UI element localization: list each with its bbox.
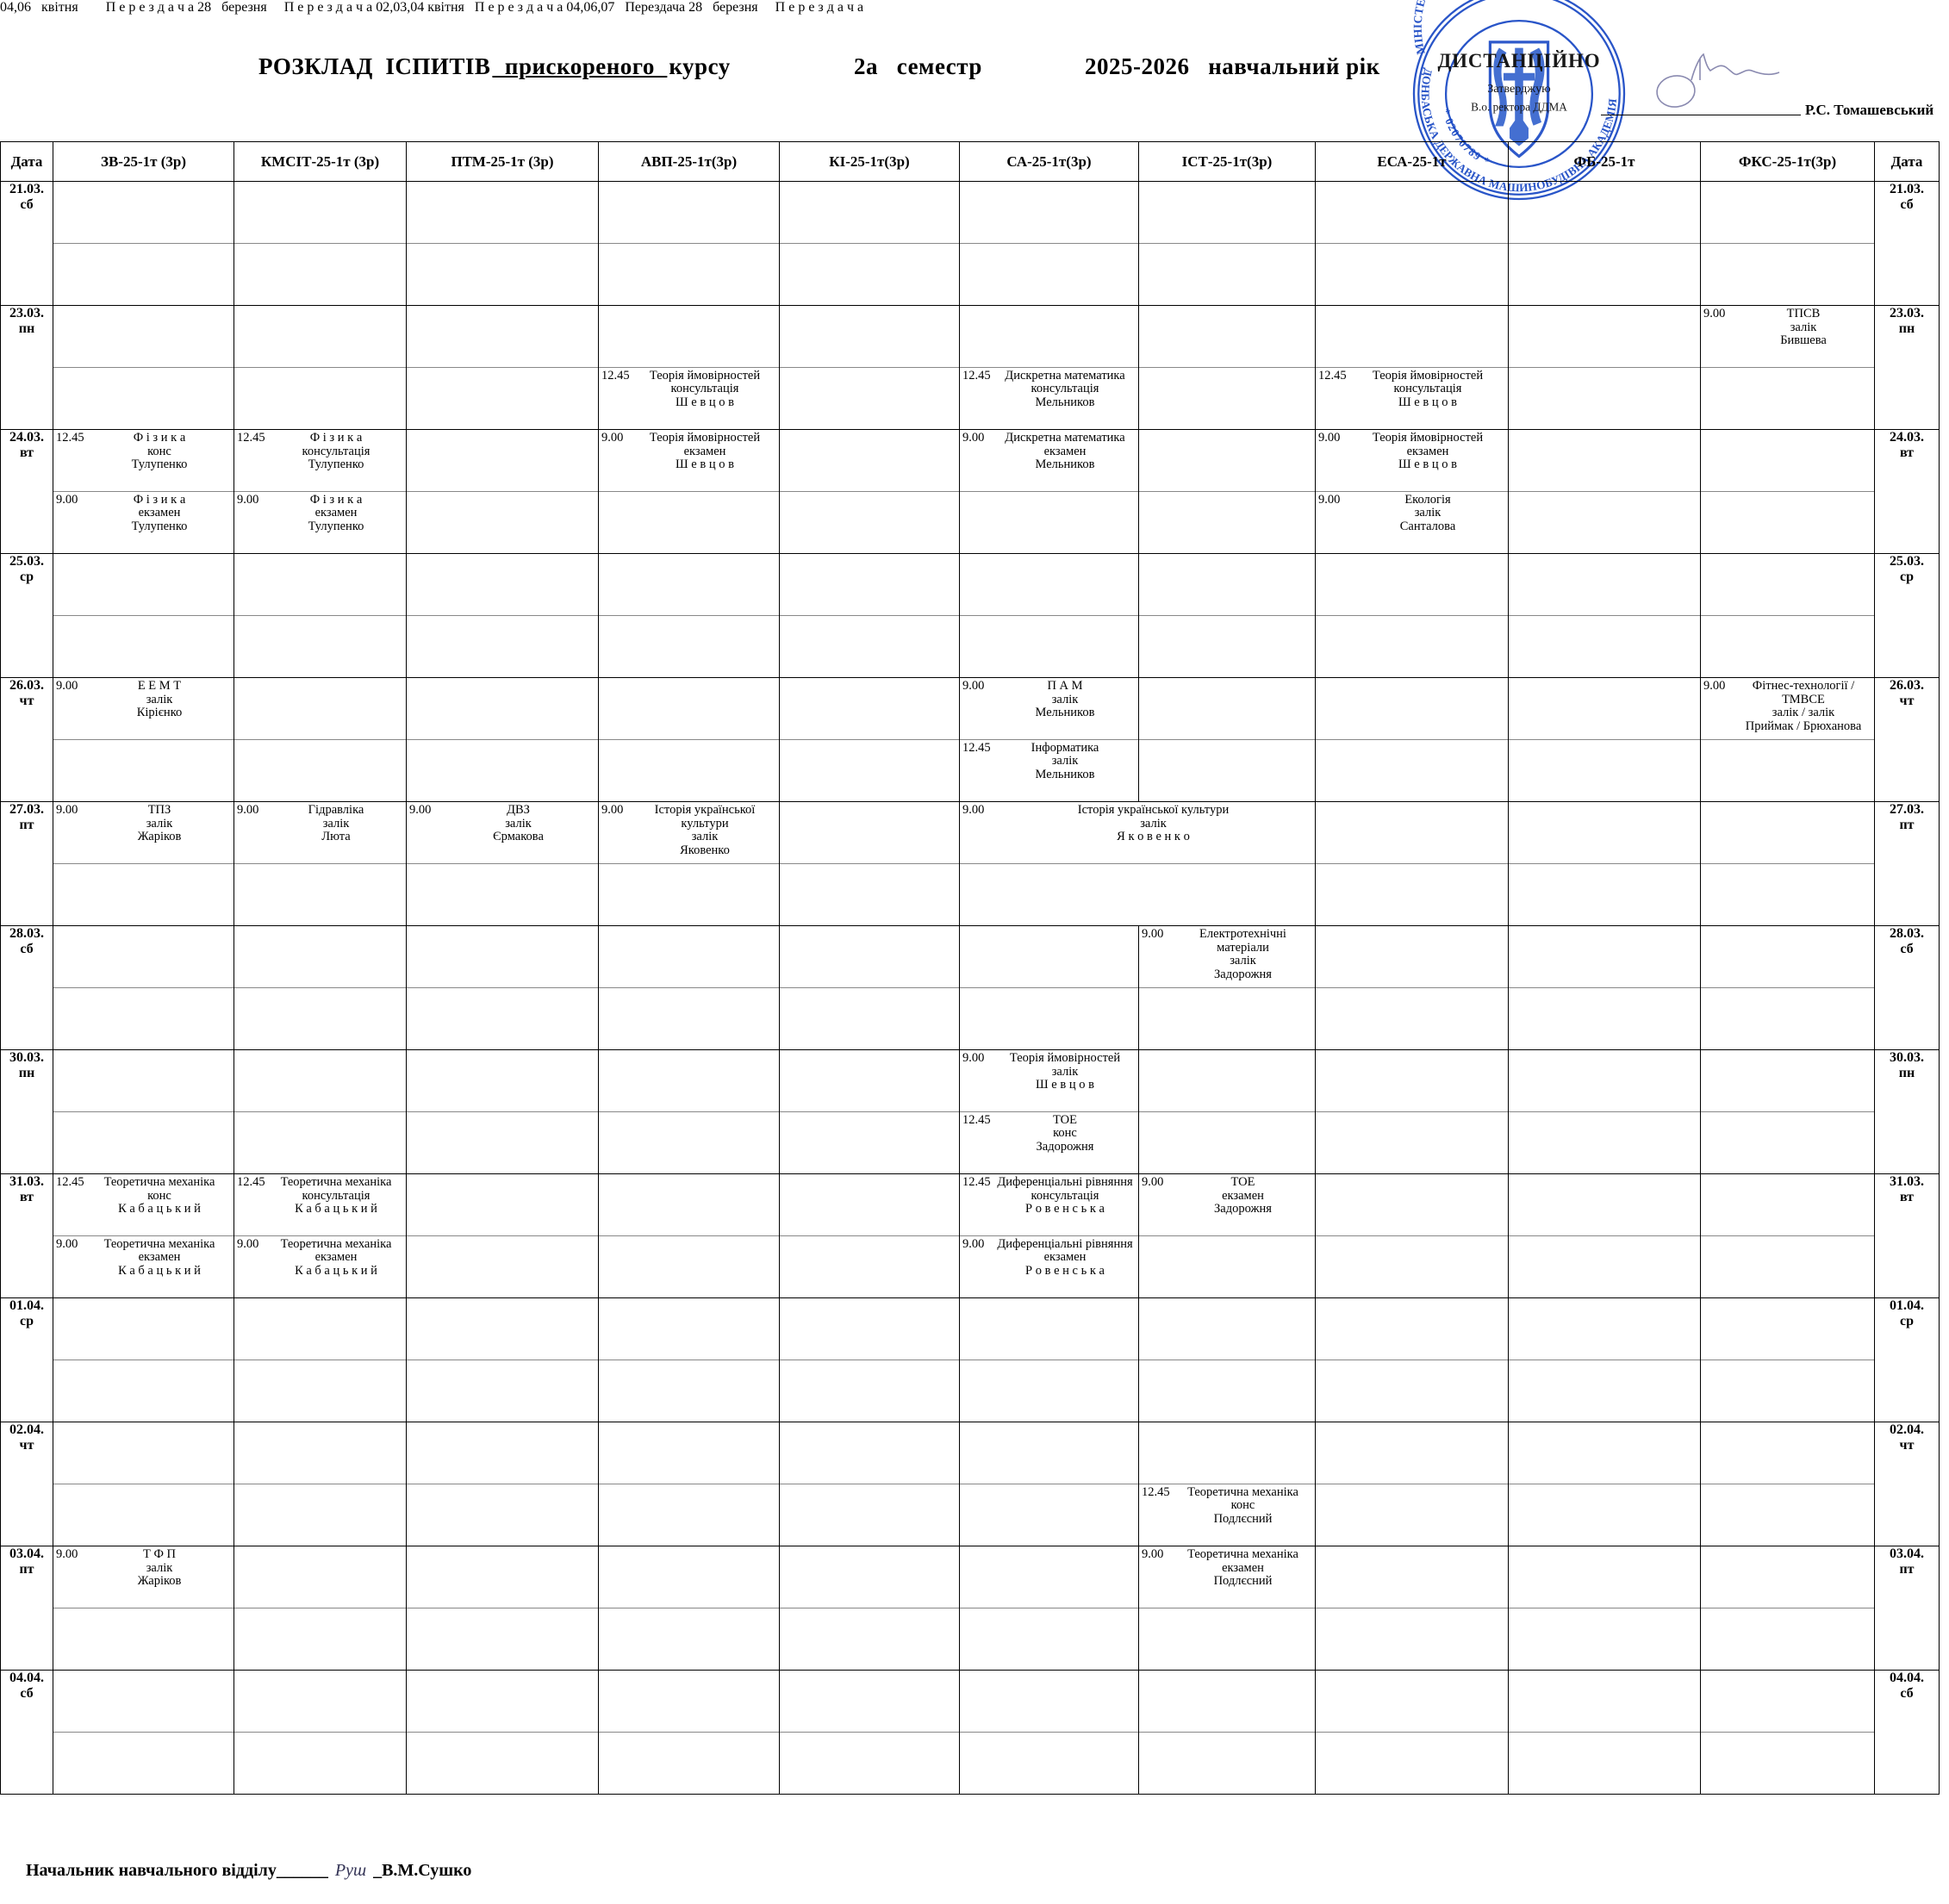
svg-text:МІНІСТЕРСТВО ОСВІТИ І НАУКИ УК: МІНІСТЕРСТВО ОСВІТИ І НАУКИ УКРАЇНИ bbox=[1411, 0, 1597, 56]
svg-text:ДИСТАНЦІЙНО: ДИСТАНЦІЙНО bbox=[1437, 50, 1600, 72]
svg-text:В.о. ректора ДДМА: В.о. ректора ДДМА bbox=[1471, 100, 1567, 113]
svg-text:Затверджую: Затверджую bbox=[1487, 82, 1551, 96]
